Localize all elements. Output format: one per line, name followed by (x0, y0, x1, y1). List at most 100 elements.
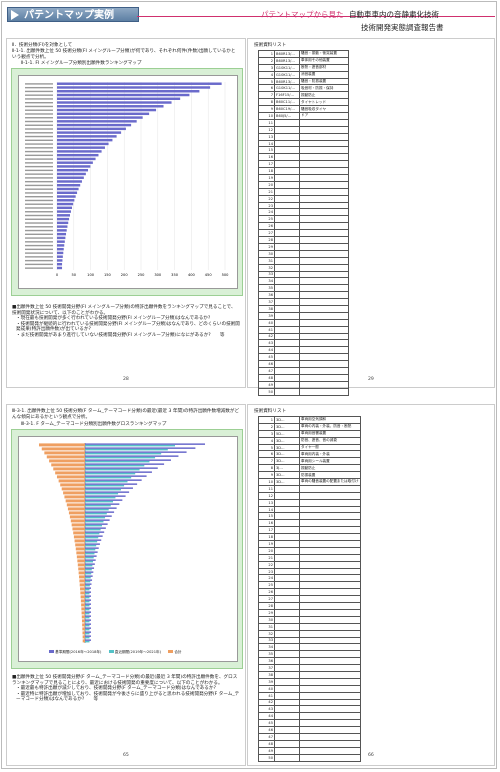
base-period-bar (85, 499, 123, 501)
table-cell: 3D... (274, 478, 300, 486)
table-cell (274, 595, 300, 604)
page-number: 65 (123, 753, 129, 758)
ranking-bar (57, 101, 172, 104)
table-row: 16 (258, 519, 361, 528)
table-cell (299, 249, 349, 258)
table-row: 16 (258, 153, 349, 162)
notes-block: ■出願件数上位 50 技術開発分野(FI メイングループ分類)の特許出願件数をラ… (12, 305, 240, 339)
table-cell (274, 622, 300, 631)
table-cell: 4 (258, 436, 275, 445)
table-row: 43 (258, 339, 349, 348)
recent-period-bar (85, 512, 107, 515)
ranking-bar (57, 168, 89, 172)
ranking-bar (57, 108, 157, 112)
table-row: 39 (258, 677, 361, 686)
row-number: 20 (258, 180, 275, 189)
decrease-bar (49, 459, 85, 463)
table-row: 10 3D... 車両の騒音装置の配置または取付け (258, 478, 361, 486)
table-cell: 9 (258, 471, 275, 480)
table-cell: B60C19/... (274, 105, 300, 114)
table-row: 13 (258, 498, 361, 507)
ranking-bar (57, 142, 109, 146)
recent-period-bar (85, 612, 90, 615)
ranking-bar (57, 135, 117, 138)
table-cell (299, 746, 361, 755)
ranking-bar (57, 131, 122, 134)
recent-period-bar (85, 588, 90, 591)
table-cell (274, 588, 300, 597)
table-row: 38 (258, 304, 349, 313)
table-cell: B60C11/... (274, 98, 300, 107)
table-cell: 9 (258, 105, 275, 114)
table-row: 12 (258, 125, 349, 134)
table-row: 18 (258, 167, 349, 176)
table-row: 26 (258, 222, 349, 231)
table-cell: 3D... (274, 457, 300, 466)
table-cell (274, 650, 300, 659)
base-period-bar (85, 603, 91, 605)
table-cell (299, 519, 361, 528)
table-cell (274, 373, 300, 382)
recent-period-bar (85, 576, 91, 579)
table-cell: 7 (258, 91, 275, 100)
recent-period-bar (85, 528, 101, 531)
base-period-bar (85, 579, 93, 581)
table-row: 2 3D... 車両の内装・外装、防音・断熱 (258, 422, 361, 431)
row-number: 38 (258, 670, 275, 679)
table-cell (299, 712, 361, 721)
table-cell (274, 146, 300, 155)
table-cell (299, 581, 361, 590)
row-number: 49 (258, 746, 275, 755)
table-cell (299, 498, 361, 507)
ranking-bar (57, 255, 63, 258)
table-cell (274, 546, 300, 555)
table-cell: 8 (258, 464, 275, 473)
table-row: 30 (258, 249, 349, 258)
recent-period-bar (85, 640, 90, 643)
table-row: 49 (258, 746, 361, 755)
table-row: 31 (258, 622, 361, 631)
figure-title: Ⅱ-1-1. FI メイングループ分類別出願件数ランキングマップ (21, 61, 142, 66)
table-cell (274, 132, 300, 141)
table-row: 29 (258, 608, 361, 617)
base-period-bar (85, 615, 91, 617)
decrease-bar (79, 579, 85, 583)
ranking-bar (57, 184, 81, 187)
legend-label: 合計 (174, 650, 182, 654)
table-cell (299, 622, 361, 631)
table-cell (299, 574, 361, 583)
category-label-placeholder (25, 135, 53, 138)
table-cell: 3D... (274, 443, 300, 452)
decrease-bar (66, 503, 85, 507)
table-row: 20 (258, 546, 361, 555)
row-number: 27 (258, 229, 275, 238)
table-row: 46 (258, 360, 349, 368)
base-period-bar (85, 543, 100, 545)
table-cell (274, 332, 300, 341)
table-row: 4 3D... 防音、遮音、音の減衰 (258, 436, 361, 445)
section-heading: Ⅱ．技術分類(FI)を対象として (12, 43, 73, 48)
x-tick-label: 50 (72, 273, 77, 277)
table-cell (274, 180, 300, 189)
base-period-bar (85, 551, 98, 553)
table-cell (299, 332, 349, 341)
row-number: 46 (258, 360, 275, 368)
row-number: 35 (258, 650, 275, 659)
table-cell (274, 705, 300, 714)
table-cell (274, 270, 300, 279)
ranking-bar (57, 105, 164, 108)
table-cell (274, 118, 300, 127)
table-cell (299, 677, 361, 686)
table-cell (299, 588, 361, 597)
note-item: ・現在最も技術開発が多く行われている技術開発分野(FI メイングループ分類)はな… (16, 316, 211, 322)
ranking-bar (57, 157, 96, 161)
table-row: 9 B60C19/... 騒音吸収タイヤ (258, 105, 349, 114)
table-cell (299, 132, 349, 141)
table-cell: 3D... (274, 471, 300, 480)
table-cell: 10 (258, 478, 275, 486)
report-title: 自動車車内の音静粛化技術 (349, 10, 439, 19)
base-period-bar (85, 463, 165, 465)
table-row: 32 (258, 629, 361, 638)
growth-bars (39, 443, 205, 643)
row-number: 42 (258, 332, 275, 341)
